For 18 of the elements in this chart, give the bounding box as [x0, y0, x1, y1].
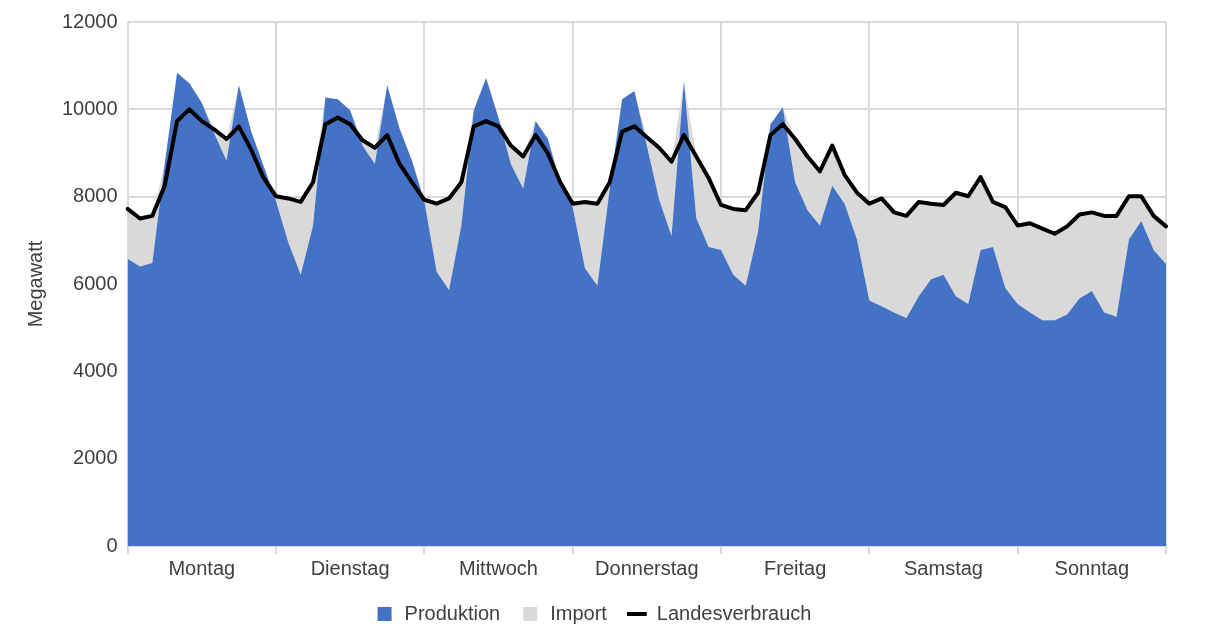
y-tick-label: 12000 [61, 9, 118, 32]
legend-label: Produktion [404, 601, 501, 624]
x-tick-label: Sonntag [1054, 556, 1130, 579]
x-tick-label: Dienstag [310, 556, 390, 579]
x-tick-label: Donnerstag [595, 556, 699, 579]
x-tick-label: Freitag [764, 556, 827, 579]
y-tick-label: 8000 [73, 184, 118, 207]
legend-label: Landesverbrauch [656, 601, 812, 624]
y-tick-label: 4000 [73, 358, 118, 381]
y-tick-label: 10000 [61, 96, 118, 119]
y-axis-title: Megawatt [23, 240, 46, 328]
y-tick-label: 0 [106, 533, 118, 556]
y-tick-label: 2000 [73, 446, 118, 469]
legend-label: Import [550, 601, 608, 624]
x-tick-label: Samstag [904, 556, 983, 579]
x-tick-label: Montag [168, 556, 236, 579]
y-tick-label: 6000 [73, 271, 118, 294]
x-tick-label: Mittwoch [459, 556, 538, 579]
